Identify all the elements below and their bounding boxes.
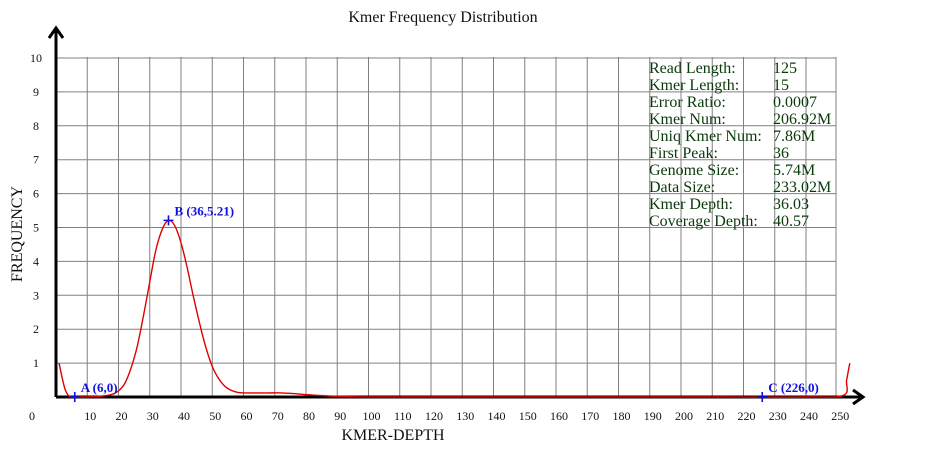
stat-value: 206.92M <box>773 111 831 128</box>
stat-name: Genome Size: <box>649 162 739 179</box>
x-tick-label: 160 <box>550 409 568 423</box>
x-tick-label: 110 <box>394 409 412 423</box>
y-tick-label: 10 <box>30 51 42 65</box>
x-tick-label: 200 <box>675 409 693 423</box>
stat-name: Kmer Depth: <box>649 196 733 213</box>
stat-value: 125 <box>773 60 797 77</box>
stat-name: Coverage Depth: <box>649 213 758 230</box>
y-tick-label: 5 <box>33 221 39 235</box>
stat-value: 40.57 <box>773 213 809 230</box>
stat-value: 7.86M <box>773 128 815 145</box>
y-axis-ticks: 1 2 3 4 5 6 7 8 9 10 <box>30 51 42 370</box>
x-tick-label: 240 <box>800 409 818 423</box>
stat-value: 15 <box>773 77 789 94</box>
stat-name: Read Length: <box>649 60 736 77</box>
x-tick-label: 190 <box>644 409 662 423</box>
chart-grid <box>56 57 837 397</box>
chart-points: A (6,0) B (36,5.21) C (226,0) <box>69 203 819 402</box>
x-tick-label: 180 <box>613 409 631 423</box>
x-tick-label: 40 <box>178 409 190 423</box>
x-tick-label: 0 <box>29 409 35 423</box>
x-tick-label: 230 <box>769 409 787 423</box>
x-tick-label: 130 <box>456 409 474 423</box>
y-tick-label: 7 <box>33 153 39 167</box>
x-tick-label: 170 <box>581 409 599 423</box>
stat-name: First Peak: <box>649 145 718 162</box>
x-tick-label: 100 <box>363 409 381 423</box>
x-axis-arrow <box>852 388 866 406</box>
stat-name: Kmer Length: <box>649 77 739 94</box>
y-axis-arrow <box>47 25 65 39</box>
x-tick-label: 60 <box>241 409 253 423</box>
x-axis-label: KMER-DEPTH <box>341 427 445 444</box>
stat-value: 0.0007 <box>773 94 817 111</box>
y-tick-label: 4 <box>33 254 39 268</box>
x-tick-label: 140 <box>488 409 506 423</box>
point-marker <box>163 215 174 226</box>
x-tick-label: 210 <box>706 409 724 423</box>
point-label: A (6,0) <box>81 380 118 395</box>
stat-name: Kmer Num: <box>649 111 726 128</box>
x-tick-label: 90 <box>334 409 346 423</box>
point-label: C (226,0) <box>768 380 819 395</box>
stat-value: 5.74M <box>773 162 815 179</box>
stat-value: 233.02M <box>773 179 831 196</box>
stat-name: Data Size: <box>649 179 715 196</box>
x-tick-label: 120 <box>425 409 443 423</box>
chart-title: Kmer Frequency Distribution <box>348 9 537 26</box>
x-tick-label: 150 <box>519 409 537 423</box>
x-tick-label: 20 <box>116 409 128 423</box>
series-line <box>58 219 851 398</box>
y-tick-label: 2 <box>33 322 39 336</box>
y-axis-label: FREQUENCY <box>9 186 26 282</box>
x-tick-label: 220 <box>738 409 756 423</box>
chart-series <box>58 219 851 398</box>
stats-panel: Read Length: 125 Kmer Length: 15 Error Ratio… <box>649 60 831 230</box>
y-tick-label: 3 <box>33 288 39 302</box>
point-label: B (36,5.21) <box>175 203 235 218</box>
x-tick-label: 80 <box>303 409 315 423</box>
y-tick-label: 9 <box>33 85 39 99</box>
stat-name: Error Ratio: <box>649 94 726 111</box>
x-tick-label: 10 <box>84 409 96 423</box>
y-tick-label: 1 <box>33 356 39 370</box>
point-marker <box>69 392 80 402</box>
point-marker <box>757 392 768 402</box>
x-tick-label: 250 <box>831 409 849 423</box>
y-tick-label: 6 <box>33 187 39 201</box>
x-tick-label: 70 <box>272 409 284 423</box>
stat-value: 36 <box>773 145 789 162</box>
x-axis-ticks: 0 10 20 30 40 50 60 70 80 90 100 110 120 130 140 150 160… <box>29 409 849 423</box>
stat-name: Uniq Kmer Num: <box>649 128 762 145</box>
x-tick-label: 30 <box>147 409 159 423</box>
stat-value: 36.03 <box>773 196 809 213</box>
x-tick-label: 50 <box>209 409 221 423</box>
y-tick-label: 8 <box>33 119 39 133</box>
